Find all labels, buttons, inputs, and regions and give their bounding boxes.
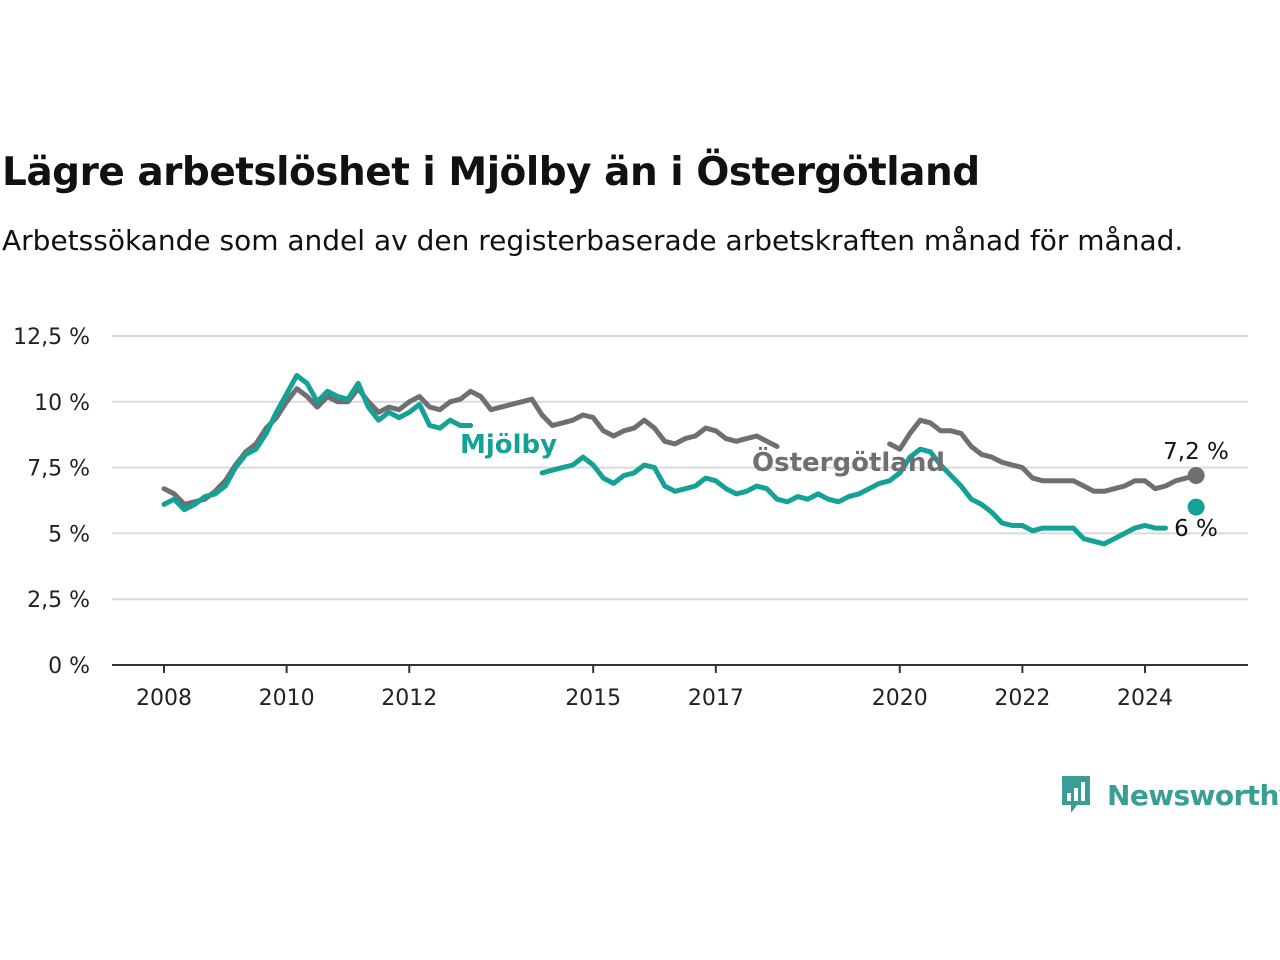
series-line: [161, 373, 474, 513]
brand-name: Newsworthy: [1107, 778, 1280, 812]
series-lines: [161, 373, 1205, 547]
end-point-marker: [1187, 466, 1205, 484]
grid-lines: [112, 335, 1248, 601]
end-value-label-ostergotland: 7,2 %: [1163, 439, 1229, 465]
newsworthy-logo: Newsworthy: [1059, 773, 1280, 817]
x-tick-label: 2022: [994, 686, 1050, 711]
y-tick-label: 0 %: [48, 654, 90, 679]
x-tick-label: 2015: [565, 686, 621, 711]
x-tick-label: 2017: [688, 686, 744, 711]
y-tick-label: 12,5 %: [13, 325, 90, 350]
x-tick-label: 2024: [1117, 686, 1173, 711]
x-tick-label: 2008: [136, 686, 192, 711]
series-line: [539, 446, 1168, 547]
chart-subtitle: Arbetssökande som andel av den registerb…: [2, 224, 1184, 257]
y-axis: 0 % 2,5 % 5 % 7,5 % 10 % 12,5 %: [13, 325, 90, 679]
y-tick-label: 10 %: [34, 391, 90, 416]
end-point-marker: [1187, 498, 1205, 516]
bar-chart-speech-bubble-icon: [1062, 776, 1090, 813]
x-tick-label: 2010: [259, 686, 315, 711]
series-label-ostergotland: Östergötland: [752, 445, 945, 478]
x-axis: 2008 2010 2012 2015 2017 2020 2022 2024: [112, 664, 1248, 711]
y-tick-label: 7,5 %: [27, 457, 90, 482]
x-tick-label: 2020: [872, 686, 928, 711]
chart-title: Lägre arbetslöshet i Mjölby än i Östergö…: [2, 150, 980, 195]
series-labels: Mjölby Östergötland 7,2 % 6 %: [460, 430, 1229, 542]
y-tick-label: 5 %: [48, 522, 90, 547]
y-tick-label: 2,5 %: [27, 588, 90, 613]
end-value-label-mjolby: 6 %: [1174, 516, 1218, 542]
series-line: [887, 417, 1199, 494]
series-label-mjolby: Mjölby: [460, 430, 557, 460]
x-tick-label: 2012: [381, 686, 437, 711]
